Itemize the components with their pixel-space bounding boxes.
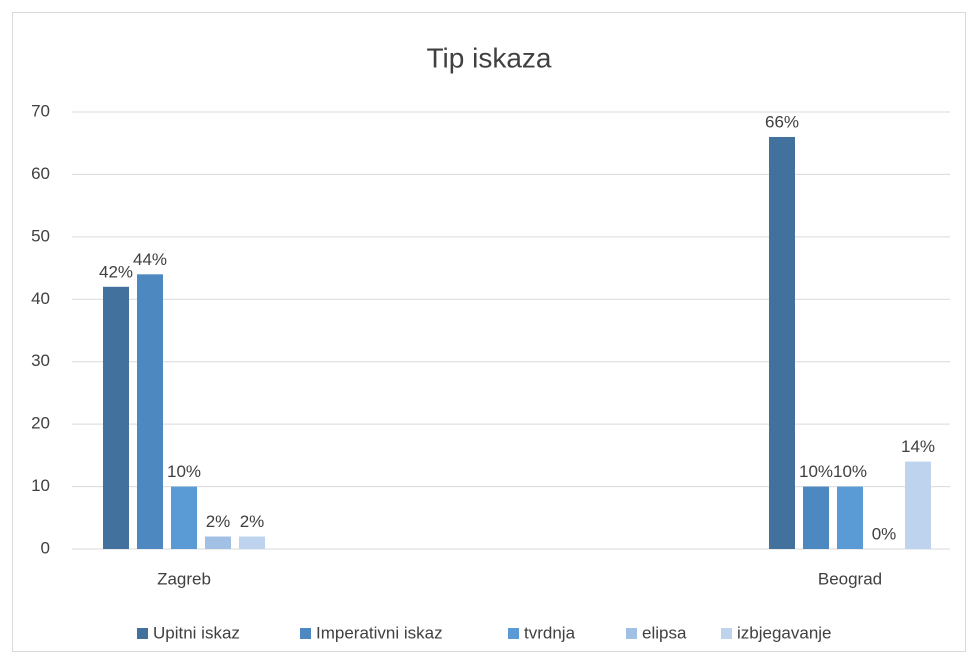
y-tick-label: 0 [41,538,50,557]
legend-swatch [137,628,148,639]
x-tick-label: Beograd [818,569,882,588]
legend-label: Imperativni iskaz [316,623,443,642]
y-tick-label: 10 [31,476,50,495]
bar [905,461,931,549]
data-label: 0% [872,524,897,543]
data-label: 2% [206,512,231,531]
legend-label: izbjegavanje [737,623,832,642]
data-label: 44% [133,250,167,269]
data-label: 14% [901,437,935,456]
y-tick-label: 70 [31,101,50,120]
legend-swatch [721,628,732,639]
legend-swatch [300,628,311,639]
y-tick-label: 60 [31,164,50,183]
legend-label: Upitni iskaz [153,623,240,642]
legend-label: elipsa [642,623,687,642]
x-tick-label: Zagreb [157,569,211,588]
bar [239,536,265,549]
data-label: 42% [99,262,133,281]
data-label: 2% [240,512,265,531]
y-tick-label: 30 [31,351,50,370]
data-label: 10% [799,462,833,481]
bar [171,486,197,549]
bar [837,486,863,549]
y-tick-label: 40 [31,289,50,308]
legend-label: tvrdnja [524,623,576,642]
chart-title: Tip iskaza [426,42,551,73]
legend-swatch [626,628,637,639]
data-label: 66% [765,112,799,131]
legend-swatch [508,628,519,639]
data-label: 10% [167,462,201,481]
bar [769,136,795,549]
data-label: 10% [833,462,867,481]
y-tick-label: 50 [31,226,50,245]
bar [137,274,163,549]
bar [803,486,829,549]
bar [205,536,231,549]
bar [103,286,129,549]
y-tick-label: 20 [31,414,50,433]
